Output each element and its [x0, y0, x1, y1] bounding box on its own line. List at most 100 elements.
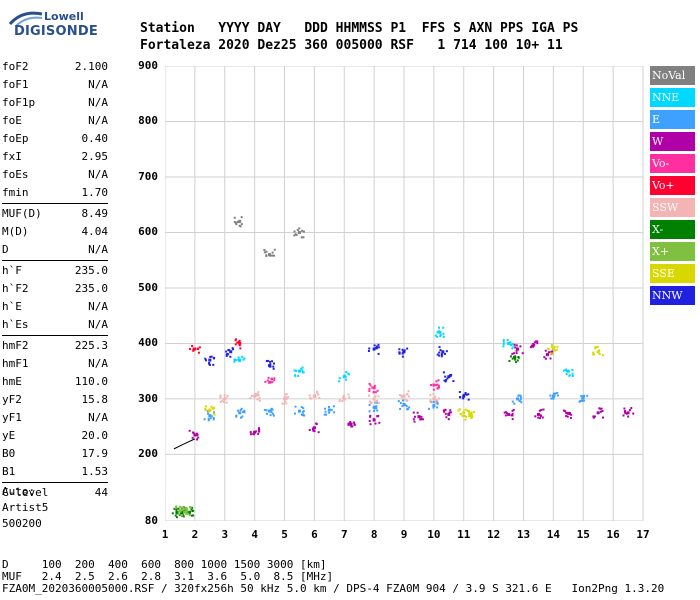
echo-dot: [556, 394, 559, 397]
y-tick-label: 800: [138, 114, 158, 128]
echo-dot: [327, 405, 330, 408]
param-name: h`F: [2, 264, 22, 277]
echo-dot: [436, 399, 439, 402]
echo-dot: [208, 363, 211, 366]
param-separator: [2, 260, 108, 261]
echo-dot: [241, 410, 244, 413]
echo-dot: [271, 251, 274, 254]
echo-dot: [436, 402, 439, 405]
echo-dot: [242, 358, 245, 361]
data-point-e: [208, 414, 212, 418]
echo-dot: [541, 416, 544, 419]
echo-dot: [421, 418, 424, 421]
echo-dot: [213, 406, 216, 409]
echo-dot: [193, 347, 196, 350]
echo-dot: [552, 352, 555, 355]
x-tick-label: 1: [161, 528, 169, 541]
param-value: 8.49: [81, 207, 109, 220]
data-point-nnw: [462, 394, 466, 398]
echo-dot: [550, 350, 553, 353]
echo-dot: [517, 348, 520, 351]
param-value: 0.40: [81, 132, 109, 145]
echo-dot: [430, 384, 433, 387]
x-tick-label: 14: [546, 528, 560, 541]
echo-dot: [627, 415, 630, 418]
echo-dot: [212, 363, 215, 366]
echo-dot: [239, 225, 242, 228]
echo-dot: [273, 377, 276, 380]
echo-dot: [188, 348, 191, 351]
echo-dot: [583, 394, 586, 397]
echo-dot: [442, 335, 445, 338]
footer-muf-row: MUF 2.4 2.5 2.6 2.8 3.1 3.6 5.0 8.5 [MHz…: [2, 570, 334, 583]
echo-dot: [440, 355, 443, 358]
x-tick-label: 13: [516, 528, 531, 541]
echo-dot: [294, 233, 297, 236]
param-value: N/A: [88, 168, 108, 181]
echo-dot: [375, 347, 378, 350]
data-point-vo-: [432, 383, 436, 387]
echo-dot: [240, 416, 243, 419]
param-row: B1 1.53: [2, 463, 108, 481]
echo-dot: [294, 374, 297, 377]
echo-dot: [371, 386, 374, 389]
echo-dot: [457, 409, 460, 412]
legend-item-x-: X+: [650, 242, 695, 261]
echo-dot: [412, 418, 415, 421]
echo-dot: [459, 413, 462, 416]
echo-dot: [183, 507, 186, 510]
param-name: M(D): [2, 225, 29, 238]
echo-dot: [470, 412, 473, 415]
echo-dot: [255, 394, 258, 397]
param-value: N/A: [88, 114, 108, 127]
echo-dot: [338, 380, 341, 383]
echo-dot: [440, 353, 443, 356]
data-point-e: [268, 409, 272, 413]
echo-dot: [368, 394, 371, 397]
data-point-nne: [297, 369, 301, 373]
echo-dot: [556, 345, 559, 348]
echo-dot: [506, 412, 509, 415]
echo-dot: [256, 393, 259, 396]
data-point-noval: [297, 230, 301, 234]
echo-dot: [234, 343, 237, 346]
param-row: D N/A: [2, 241, 108, 259]
echo-dot: [374, 391, 377, 394]
echo-dot: [437, 330, 440, 333]
echo-dot: [210, 405, 213, 408]
echo-dot: [377, 402, 380, 405]
echo-dot: [197, 436, 200, 439]
echo-dot: [438, 397, 441, 400]
y-tick-label: 200: [138, 447, 158, 461]
param-value: 15.8: [81, 393, 109, 406]
footer-file-info: FZA0M_2020360005000.RSF / 320fx256h 50 k…: [2, 582, 665, 595]
echo-dot: [461, 414, 464, 417]
echo-dot: [239, 409, 242, 412]
echo-dot: [188, 512, 191, 515]
echo-dot: [225, 354, 228, 357]
echo-dot: [599, 410, 602, 413]
echo-dot: [264, 380, 267, 383]
echo-dot: [399, 402, 402, 405]
echo-dot: [173, 507, 176, 510]
echo-dot: [513, 402, 516, 405]
data-point-vo-: [372, 386, 376, 390]
echo-dot: [369, 414, 372, 417]
data-point-w: [626, 411, 630, 415]
echo-dot: [184, 506, 187, 509]
echo-dot: [509, 355, 512, 358]
echo-dot: [344, 375, 347, 378]
echo-dot: [347, 422, 350, 425]
echo-dot: [406, 347, 409, 350]
param-row: hmF2 225.3: [2, 337, 108, 355]
echo-dot: [544, 357, 547, 360]
legend-item-noval: NoVal: [650, 66, 695, 85]
echo-dot: [349, 421, 352, 424]
param-row: h`E N/A: [2, 298, 108, 316]
footer: D 100 200 400 600 800 1000 1500 3000 [km…: [2, 559, 664, 595]
echo-dot: [533, 341, 536, 344]
echo-dot: [624, 410, 627, 413]
echo-dot: [316, 391, 319, 394]
echo-dot: [511, 357, 514, 360]
echo-dot: [565, 373, 568, 376]
